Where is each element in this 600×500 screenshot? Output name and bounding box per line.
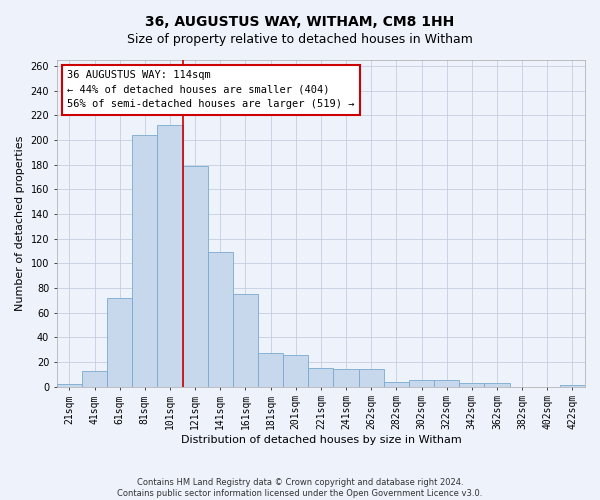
Bar <box>459 383 484 386</box>
Bar <box>334 370 359 386</box>
Bar <box>308 368 334 386</box>
Text: 36 AUGUSTUS WAY: 114sqm
← 44% of detached houses are smaller (404)
56% of semi-d: 36 AUGUSTUS WAY: 114sqm ← 44% of detache… <box>67 70 355 110</box>
Y-axis label: Number of detached properties: Number of detached properties <box>15 136 25 311</box>
Bar <box>208 252 233 386</box>
Bar <box>132 135 157 386</box>
Bar <box>409 380 434 386</box>
Bar <box>384 382 409 386</box>
Bar <box>182 166 208 386</box>
Bar <box>157 126 182 386</box>
Bar <box>107 298 132 386</box>
Bar <box>359 370 384 386</box>
Bar <box>57 384 82 386</box>
Bar <box>484 383 509 386</box>
Text: Size of property relative to detached houses in Witham: Size of property relative to detached ho… <box>127 32 473 46</box>
X-axis label: Distribution of detached houses by size in Witham: Distribution of detached houses by size … <box>181 435 461 445</box>
Bar <box>233 294 258 386</box>
Bar <box>283 354 308 386</box>
Text: Contains HM Land Registry data © Crown copyright and database right 2024.
Contai: Contains HM Land Registry data © Crown c… <box>118 478 482 498</box>
Text: 36, AUGUSTUS WAY, WITHAM, CM8 1HH: 36, AUGUSTUS WAY, WITHAM, CM8 1HH <box>145 15 455 29</box>
Bar <box>258 354 283 386</box>
Bar <box>82 370 107 386</box>
Bar <box>434 380 459 386</box>
